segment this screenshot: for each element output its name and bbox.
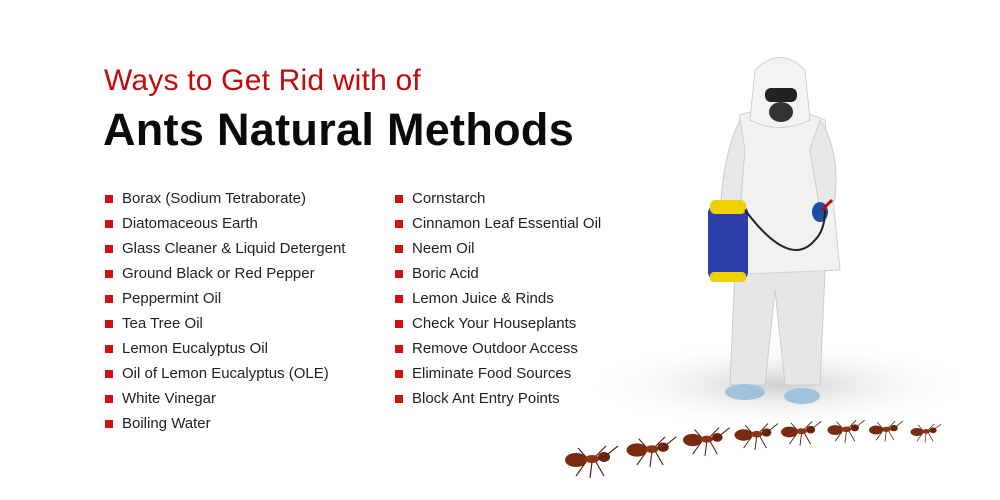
bullet-icon	[395, 344, 403, 353]
floor-shadow	[580, 340, 980, 430]
list-item: Lemon Juice & Rinds	[395, 286, 601, 311]
methods-list-right: Cornstarch Cinnamon Leaf Essential Oil N…	[395, 186, 601, 411]
list-item: Check Your Houseplants	[395, 311, 601, 336]
list-item: Tea Tree Oil	[105, 311, 345, 336]
list-item-label: Oil of Lemon Eucalyptus (OLE)	[122, 365, 329, 382]
list-item: Cornstarch	[395, 186, 601, 211]
list-item: Oil of Lemon Eucalyptus (OLE)	[105, 361, 345, 386]
ant-icon	[910, 423, 942, 443]
bullet-icon	[395, 194, 403, 203]
bullet-icon	[105, 394, 113, 403]
list-item: Lemon Eucalyptus Oil	[105, 336, 345, 361]
bullet-icon	[105, 369, 113, 378]
sprayer-tank-icon	[708, 205, 748, 280]
list-item: Eliminate Food Sources	[395, 361, 601, 386]
list-item-label: Tea Tree Oil	[122, 315, 203, 332]
list-item-label: Eliminate Food Sources	[412, 365, 572, 382]
list-item-label: Borax (Sodium Tetraborate)	[122, 190, 306, 207]
ant-icon	[683, 427, 730, 456]
list-item: Diatomaceous Earth	[105, 211, 345, 236]
pest-control-illustration	[565, 57, 980, 479]
list-item: Neem Oil	[395, 236, 601, 261]
list-item-label: Lemon Juice & Rinds	[412, 290, 554, 307]
bullet-icon	[395, 244, 403, 253]
ant-icon	[781, 421, 822, 446]
bullet-icon	[105, 194, 113, 203]
list-item: Remove Outdoor Access	[395, 336, 601, 361]
methods-list-left: Borax (Sodium Tetraborate) Diatomaceous …	[105, 186, 345, 436]
list-item-label: White Vinegar	[122, 390, 216, 407]
worker-figure	[708, 57, 841, 404]
list-item: Boiling Water	[105, 411, 345, 436]
bullet-icon	[105, 219, 113, 228]
list-item-label: Glass Cleaner & Liquid Detergent	[122, 240, 346, 257]
list-item: Boric Acid	[395, 261, 601, 286]
list-item: Borax (Sodium Tetraborate)	[105, 186, 345, 211]
bullet-icon	[395, 319, 403, 328]
bullet-icon	[105, 294, 113, 303]
list-item-label: Cinnamon Leaf Essential Oil	[412, 215, 602, 232]
list-item-label: Boiling Water	[122, 415, 211, 432]
list-item-label: Remove Outdoor Access	[412, 340, 578, 357]
list-item-label: Cornstarch	[412, 190, 486, 207]
list-item-label: Block Ant Entry Points	[412, 390, 560, 407]
bullet-icon	[105, 344, 113, 353]
respirator-icon	[769, 102, 793, 122]
bullet-icon	[105, 244, 113, 253]
page-title: Ants Natural Methods	[103, 104, 575, 155]
list-item: Peppermint Oil	[105, 286, 345, 311]
list-item-label: Lemon Eucalyptus Oil	[122, 340, 268, 357]
ant-icon	[565, 445, 619, 479]
list-item-label: Ground Black or Red Pepper	[122, 265, 315, 282]
list-item: Glass Cleaner & Liquid Detergent	[105, 236, 345, 261]
ant-icon	[827, 419, 865, 443]
list-item-label: Neem Oil	[412, 240, 475, 257]
bullet-icon	[105, 269, 113, 278]
ants-row	[565, 419, 942, 479]
list-item-label: Peppermint Oil	[122, 290, 222, 307]
list-item-label: Boric Acid	[412, 265, 479, 282]
list-item: Block Ant Entry Points	[395, 386, 601, 411]
ant-icon	[869, 420, 904, 442]
bullet-icon	[395, 219, 403, 228]
list-item: Cinnamon Leaf Essential Oil	[395, 211, 601, 236]
bullet-icon	[395, 294, 403, 303]
bullet-icon	[105, 319, 113, 328]
list-item: Ground Black or Red Pepper	[105, 261, 345, 286]
list-item-label: Check Your Houseplants	[412, 315, 577, 332]
subtitle: Ways to Get Rid with of	[104, 64, 421, 97]
bullet-icon	[105, 419, 113, 428]
bullet-icon	[395, 369, 403, 378]
goggles-icon	[765, 88, 797, 102]
bullet-icon	[395, 269, 403, 278]
ant-icon	[734, 423, 779, 450]
bullet-icon	[395, 394, 403, 403]
list-item: White Vinegar	[105, 386, 345, 411]
list-item-label: Diatomaceous Earth	[122, 215, 258, 232]
ant-icon	[626, 436, 677, 467]
